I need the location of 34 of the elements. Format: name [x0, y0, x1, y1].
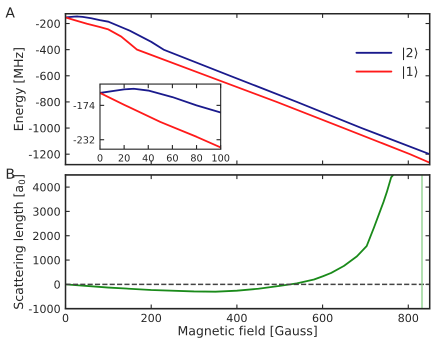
- y-tick-label: -200: [36, 19, 60, 28]
- x-tick-label: 800: [398, 314, 418, 322]
- x-axis-title: Magnetic field [Gauss]: [178, 326, 317, 338]
- x-tick-label: 40: [142, 154, 154, 162]
- y-tick-label: 3000: [33, 207, 60, 216]
- text: B: [6, 168, 14, 179]
- y-tick-label: -1000: [28, 124, 60, 132]
- y-tick-label: -232: [74, 136, 94, 144]
- x-tick-label: 0: [62, 314, 68, 322]
- x-tick-label: 20: [118, 154, 130, 162]
- y-tick-label: -1200: [28, 150, 60, 159]
- y-tick-label: -600: [36, 72, 60, 80]
- y-tick-label: 2000: [33, 232, 60, 240]
- x-tick-label: 100: [212, 154, 230, 162]
- line-series: [66, 174, 394, 293]
- x-tick-label: 200: [141, 314, 162, 322]
- y-tick-label: -174: [74, 102, 95, 110]
- y-tick-label: 1000: [34, 256, 60, 264]
- legend-label: |2⟩: [403, 48, 418, 60]
- y-tick-label: 0: [54, 280, 60, 289]
- y-tick-label: -800: [36, 98, 60, 106]
- y-tick-label: 4000: [32, 183, 60, 192]
- y-axis-title: Scattering length [a$_{0}$]: [13, 175, 26, 309]
- x-tick-label: 600: [312, 314, 332, 322]
- x-tick-label: 400: [226, 314, 247, 322]
- y-tick-label: -1000: [28, 304, 60, 314]
- text: A: [6, 7, 15, 18]
- y-tick-label: -400: [36, 46, 60, 54]
- line-series: [100, 88, 221, 114]
- legend-label: |1⟩: [403, 66, 418, 79]
- x-tick-label: 60: [166, 154, 178, 162]
- y-axis-title: Energy [MHz]: [13, 48, 26, 130]
- x-tick-label: 80: [191, 154, 202, 162]
- x-tick-label: 0: [98, 154, 102, 162]
